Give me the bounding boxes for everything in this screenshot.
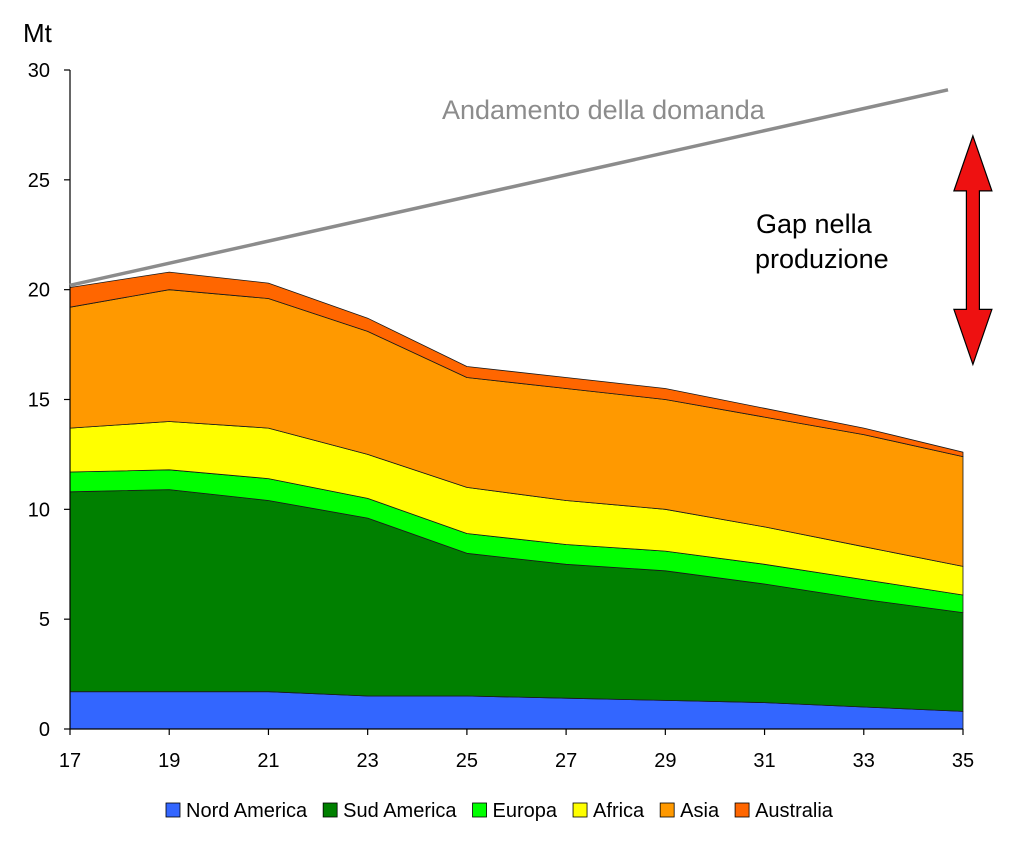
x-ticks: 17 19 21 23 25 27 29 31 33 35: [59, 729, 974, 772]
gap-label-line1: Gap nella: [756, 209, 873, 239]
x-tick-label: 25: [456, 750, 478, 772]
double-arrow-icon: [953, 134, 993, 367]
y-tick-label: 5: [39, 609, 50, 631]
legend-label-nord-america: Nord America: [186, 800, 308, 822]
x-tick-label: 35: [952, 750, 974, 772]
x-tick-label: 29: [654, 750, 676, 772]
x-tick-label: 33: [853, 750, 875, 772]
x-tick-label: 21: [257, 750, 279, 772]
legend-label-australia: Australia: [755, 800, 834, 822]
legend-swatch-australia: [734, 802, 750, 818]
legend-swatch-asia: [659, 802, 675, 818]
legend-label-africa: Africa: [593, 800, 645, 822]
demand-series: Andamento della domanda: [69, 88, 949, 288]
y-tick-label: 30: [28, 60, 50, 82]
legend-label-asia: Asia: [680, 800, 720, 822]
gap-label-line2: produzione: [755, 244, 889, 274]
area-layers: [69, 271, 964, 730]
legend: Nord America Sud America Europa Africa Asia A…: [165, 800, 834, 822]
x-tick-label: 17: [59, 750, 81, 772]
y-ticks: 0 5 10 15 20 25 30: [28, 60, 70, 741]
y-tick-label: 10: [28, 499, 50, 521]
area-australia: [69, 271, 964, 458]
x-tick-label: 27: [555, 750, 577, 772]
legend-swatch-sud-america: [322, 802, 338, 818]
legend-swatch-europa: [472, 802, 487, 818]
y-axis-unit-label: Mt: [23, 18, 53, 48]
demand-line: [69, 88, 949, 288]
y-tick-label: 25: [28, 170, 50, 192]
legend-swatch-africa: [572, 802, 588, 818]
y-tick-label: 15: [28, 390, 50, 412]
x-tick-label: 19: [158, 750, 180, 772]
y-tick-label: 0: [39, 719, 50, 741]
demand-line-label: Andamento della domanda: [442, 95, 766, 125]
legend-swatch-nord-america: [165, 802, 181, 818]
y-tick-label: 20: [28, 280, 50, 302]
axes: 0 5 10 15 20 25 30 17 19 21 23 25 27 29 31 33 35: [28, 60, 974, 772]
legend-label-sud-america: Sud America: [343, 800, 457, 822]
legend-label-europa: Europa: [493, 800, 558, 822]
x-tick-label: 31: [753, 750, 775, 772]
gap-annotation: Gap nella produzione: [755, 134, 993, 367]
x-tick-label: 23: [357, 750, 379, 772]
